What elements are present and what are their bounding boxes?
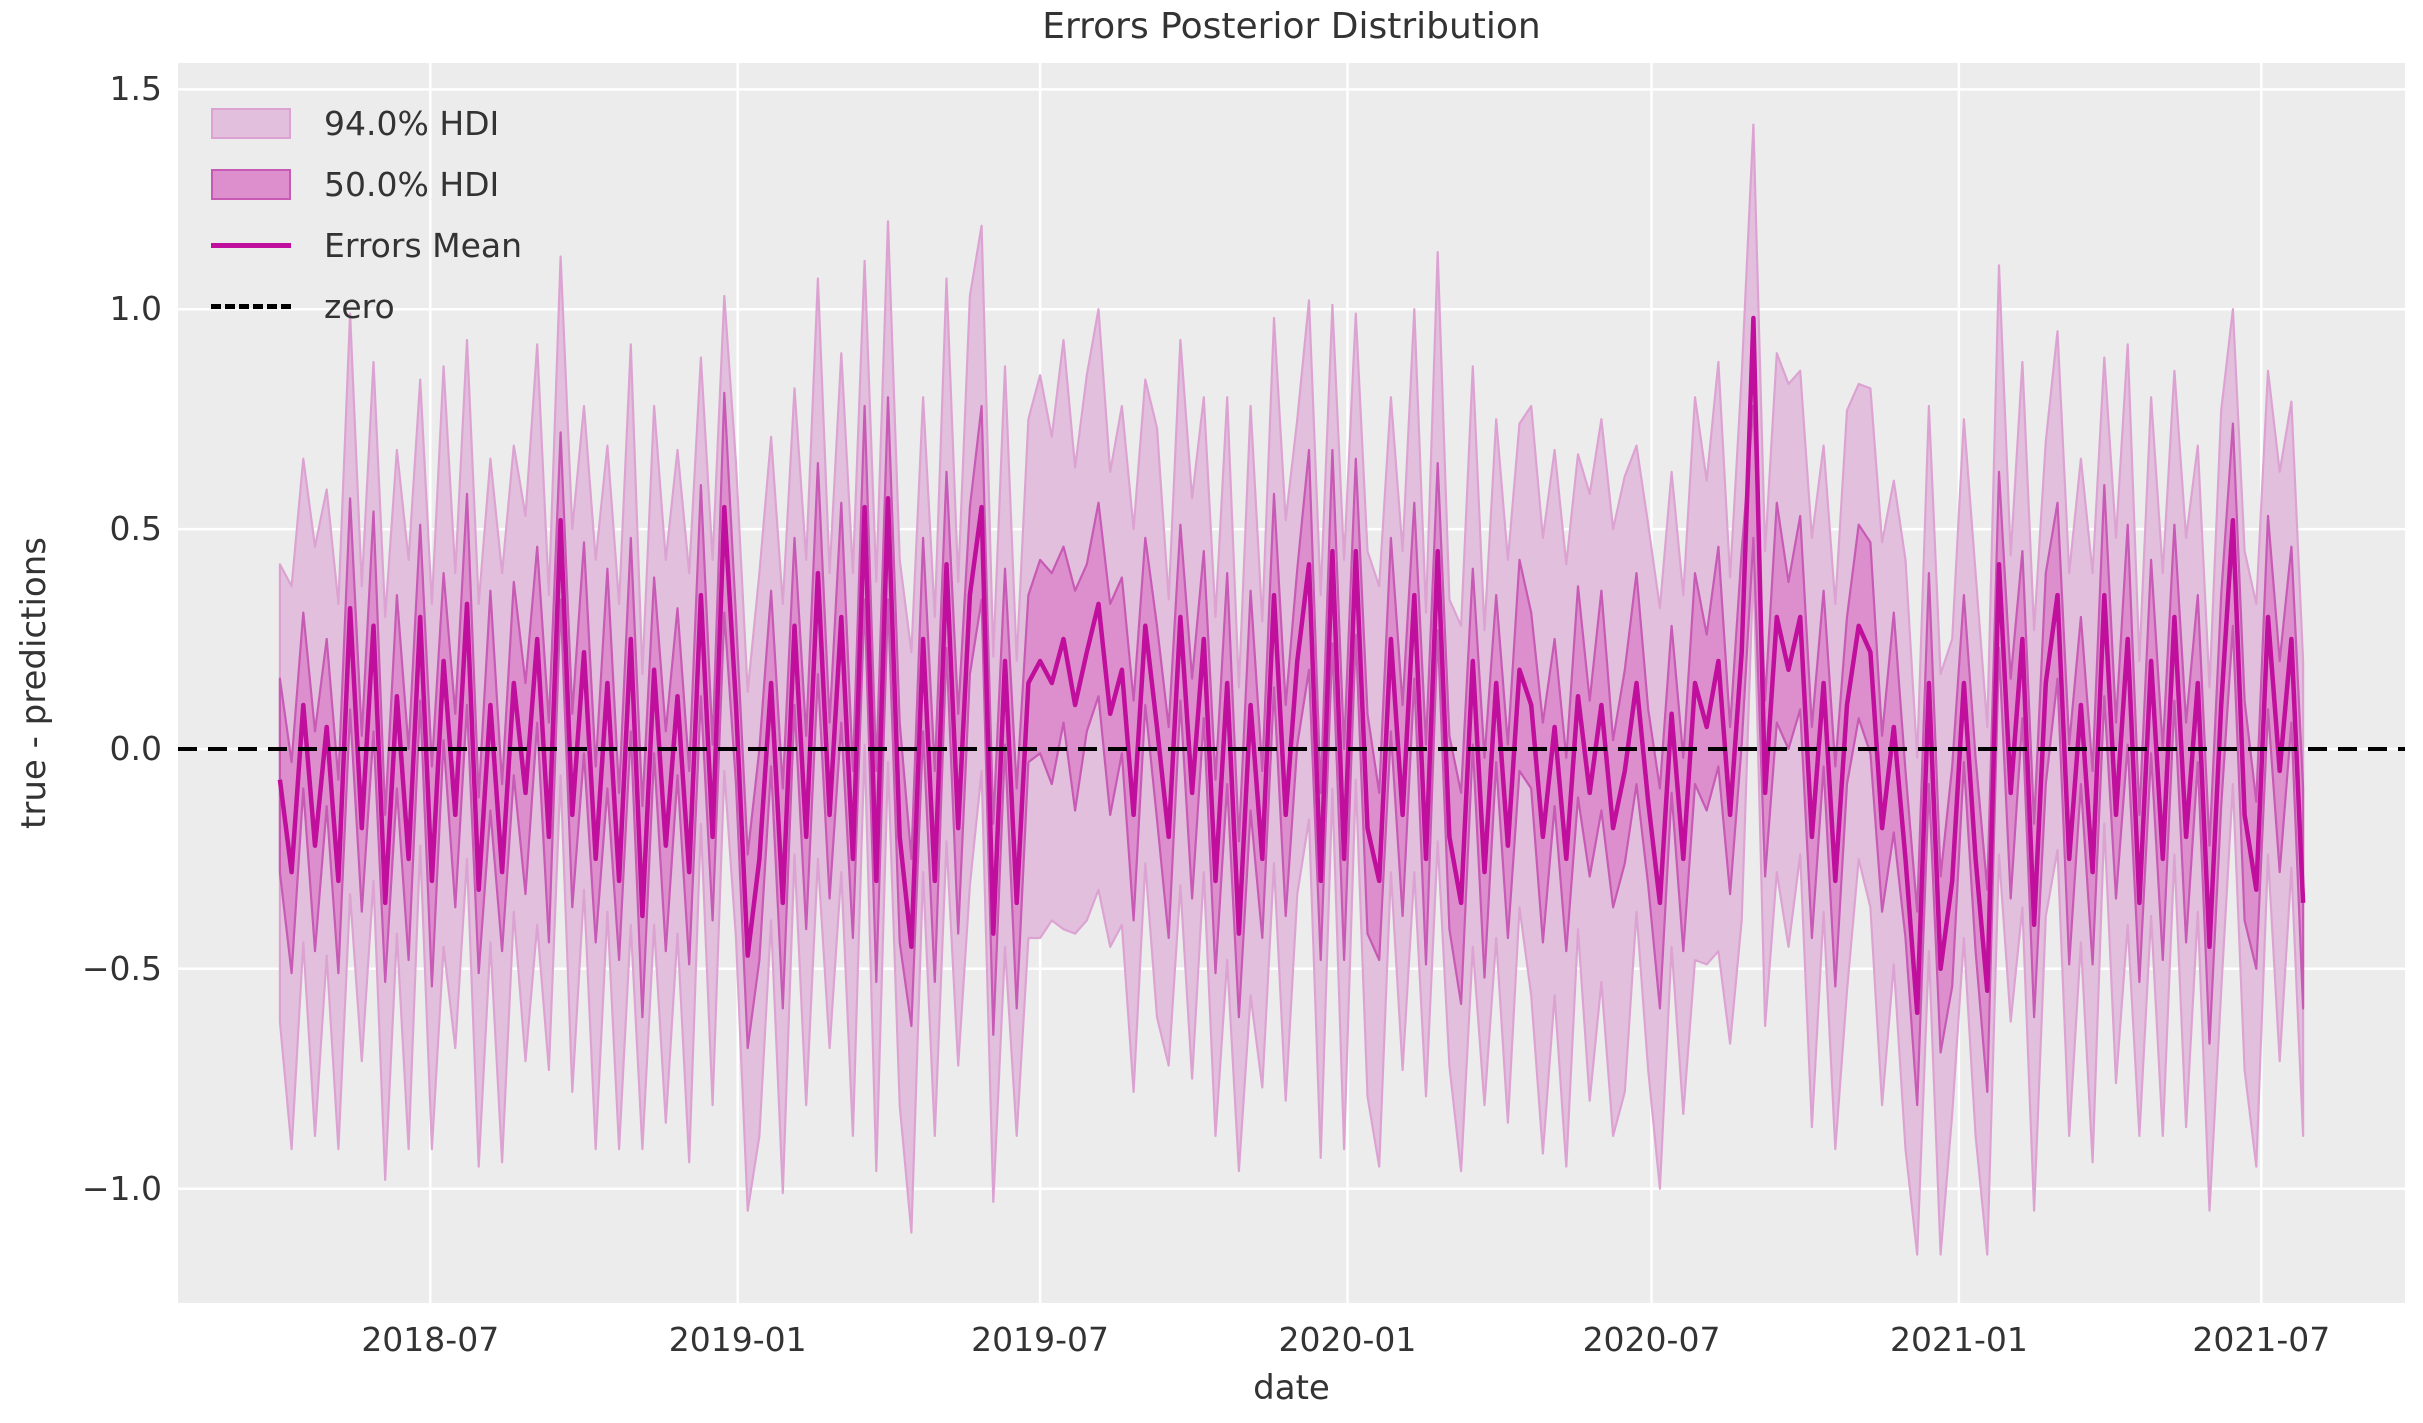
legend-label-errors-mean: Errors Mean (324, 226, 523, 265)
legend-item-hdi50: 50.0% HDI (211, 161, 522, 208)
x-tick-label: 2021-01 (1889, 1320, 2028, 1359)
y-tick-label: −1.0 (81, 1168, 162, 1208)
legend-label-hdi50: 50.0% HDI (324, 165, 500, 204)
legend-line-sample-errors-mean (211, 243, 291, 248)
legend-swatch-hdi50 (211, 169, 291, 200)
y-tick-label: 1.0 (109, 289, 162, 329)
x-tick-label: 2020-01 (1278, 1320, 1417, 1359)
x-tick-label: 2020-07 (1582, 1320, 1721, 1359)
y-tick-label: 1.5 (109, 69, 162, 109)
errors-mean-line (277, 315, 2306, 1016)
legend-item-hdi94: 94.0% HDI (211, 100, 522, 147)
y-tick-label: −0.5 (81, 948, 162, 988)
chart-title: Errors Posterior Distribution (1042, 6, 1541, 47)
legend-label-zero: zero (324, 287, 395, 326)
legend-item-errors-mean: Errors Mean (211, 222, 522, 269)
legend-label-hdi94: 94.0% HDI (324, 104, 500, 143)
x-tick-label: 2019-07 (971, 1320, 1109, 1359)
y-axis-label: true - predictions (14, 537, 54, 829)
legend: 94.0% HDI 50.0% HDI Errors Mean zero (211, 100, 522, 330)
legend-dash-sample-zero (211, 304, 291, 309)
x-axis-label: date (1253, 1368, 1330, 1408)
x-tick-label: 2019-01 (668, 1320, 807, 1359)
x-tick-label: 2021-07 (2192, 1320, 2331, 1359)
y-tick-label: 0.0 (109, 728, 162, 768)
x-tick-label: 2018-07 (361, 1320, 500, 1359)
legend-item-zero: zero (211, 283, 522, 330)
y-tick-label: 0.5 (109, 509, 162, 549)
legend-swatch-hdi94 (211, 108, 291, 139)
